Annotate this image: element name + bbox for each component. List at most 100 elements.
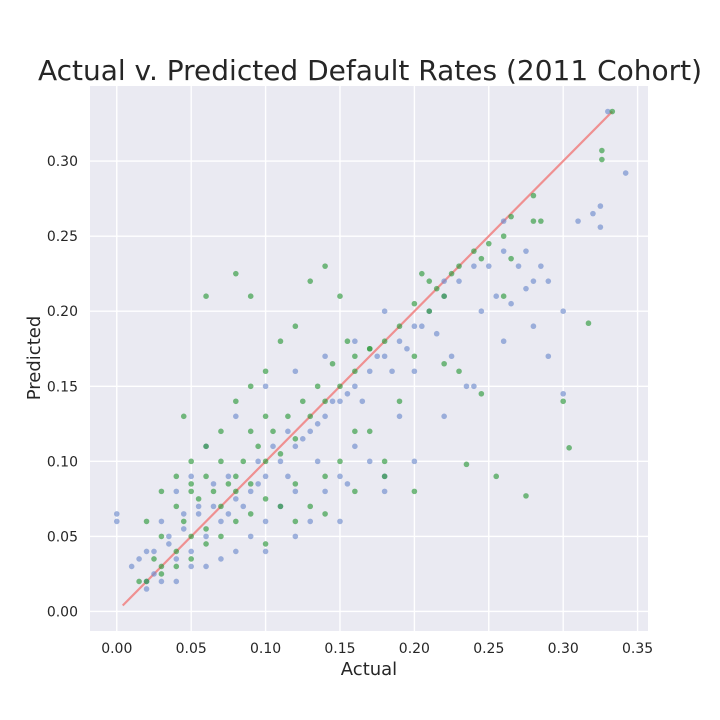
y-tick-label: 0.25: [47, 229, 78, 245]
scatter-point: [523, 248, 529, 254]
scatter-point: [285, 413, 291, 420]
scatter-point: [180, 413, 187, 420]
scatter-point: [329, 360, 336, 367]
scatter-point: [262, 473, 269, 480]
scatter-point: [247, 533, 254, 540]
scatter-point: [322, 353, 328, 360]
scatter-point: [128, 563, 135, 570]
scatter-point: [381, 458, 388, 465]
scatter-point: [299, 398, 306, 405]
scatter-point: [247, 383, 254, 390]
scatter-point: [113, 518, 120, 525]
scatter-point: [143, 518, 150, 525]
scatter-point: [233, 496, 239, 502]
scatter-point: [255, 481, 261, 487]
scatter-point: [352, 368, 358, 375]
scatter-point: [381, 473, 388, 480]
x-tick-label: 0.05: [176, 641, 207, 657]
scatter-point: [255, 458, 261, 465]
scatter-point: [411, 323, 418, 330]
scatter-point: [396, 398, 403, 405]
scatter-point: [218, 533, 224, 540]
scatter-point: [441, 278, 447, 284]
scatter-point: [240, 458, 247, 465]
scatter-point: [500, 338, 507, 345]
scatter-point: [151, 571, 157, 577]
scatter-point: [411, 458, 418, 465]
scatter-point: [262, 541, 269, 547]
scatter-point: [352, 383, 358, 390]
scatter-point: [262, 383, 269, 390]
scatter-point: [188, 473, 194, 480]
scatter-point: [277, 451, 284, 457]
y-tick-label: 0.05: [47, 529, 78, 545]
scatter-point: [292, 443, 299, 450]
scatter-point: [381, 353, 388, 360]
scatter-point: [575, 218, 581, 224]
scatter-point: [485, 240, 492, 247]
scatter-point: [419, 323, 425, 330]
scatter-point: [560, 308, 566, 315]
scatter-point: [456, 278, 462, 284]
scatter-point: [292, 488, 299, 495]
scatter-point: [277, 338, 284, 345]
scatter-point: [158, 518, 165, 525]
scatter-point: [195, 511, 202, 517]
scatter-point: [500, 293, 507, 299]
scatter-point: [478, 308, 485, 315]
scatter-point: [143, 548, 150, 555]
scatter-point: [166, 533, 172, 540]
scatter-point: [270, 443, 276, 450]
scatter-point: [530, 278, 537, 284]
scatter-point: [337, 398, 343, 405]
scatter-point: [210, 488, 217, 495]
scatter-point: [292, 481, 299, 487]
scatter-point: [560, 390, 566, 397]
scatter-point: [322, 511, 328, 517]
scatter-point: [307, 518, 314, 525]
scatter-point: [158, 488, 165, 495]
scatter-point: [218, 518, 224, 525]
scatter-point: [448, 353, 455, 360]
scatter-point: [136, 578, 142, 585]
scatter-point: [233, 518, 239, 525]
scatter-point: [523, 285, 529, 292]
scatter-point: [218, 503, 224, 510]
scatter-point: [352, 488, 358, 495]
scatter-point: [173, 548, 180, 555]
scatter-point: [530, 218, 537, 224]
scatter-point: [277, 458, 284, 465]
scatter-point: [322, 473, 328, 480]
scatter-point: [508, 255, 514, 262]
scatter-point: [344, 481, 351, 487]
scatter-point: [599, 156, 605, 163]
scatter-point: [262, 518, 269, 525]
series-group: [113, 108, 629, 592]
scatter-point: [448, 270, 455, 277]
scatter-point: [262, 496, 269, 502]
scatter-point: [195, 503, 202, 510]
scatter-point: [337, 518, 343, 525]
scatter-point: [314, 421, 321, 427]
scatter-point: [203, 443, 209, 450]
scatter-point: [441, 360, 447, 367]
scatter-point: [389, 368, 395, 375]
x-tick-label: 0.30: [548, 641, 579, 657]
scatter-point: [337, 383, 343, 390]
scatter-point: [203, 473, 209, 480]
scatter-point: [180, 526, 187, 532]
x-tick-label: 0.00: [101, 641, 132, 657]
scatter-point: [366, 428, 373, 435]
scatter-point: [247, 488, 254, 495]
scatter-point: [292, 518, 299, 525]
scatter-point: [173, 473, 180, 480]
scatter-point: [471, 248, 477, 254]
scatter-point: [322, 413, 328, 420]
scatter-point: [381, 488, 388, 495]
scatter-point: [500, 248, 507, 254]
scatter-point: [500, 218, 507, 224]
scatter-point: [262, 368, 269, 375]
scatter-point: [233, 398, 239, 405]
scatter-point: [292, 368, 299, 375]
scatter-point: [247, 511, 254, 517]
